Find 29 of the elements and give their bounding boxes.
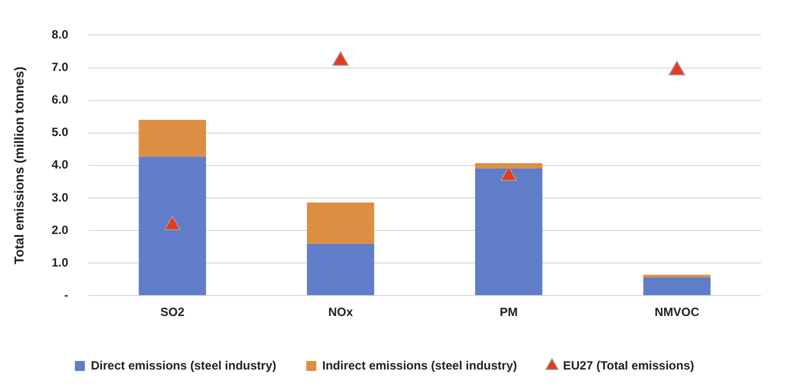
x-tick-label: PM (500, 305, 518, 320)
point (668, 60, 686, 76)
bar (475, 168, 542, 296)
y-tick-label: 5.0 (52, 125, 69, 140)
y-tick-label: 8.0 (52, 28, 69, 42)
x-tick-label: NMVOC (654, 305, 700, 320)
bar (306, 202, 374, 244)
legend-label: EU27 (Total emissions) (562, 358, 694, 372)
y-tick-label: 2.0 (52, 222, 69, 237)
bar (138, 156, 206, 296)
point (500, 166, 518, 181)
y-tick-label: - (64, 288, 68, 302)
y-tick-label: 4.0 (52, 158, 69, 172)
legend-label: Indirect emissions (steel industry) (322, 358, 517, 372)
bar (138, 120, 206, 157)
y-tick-label: 1.0 (52, 255, 69, 270)
y-tick-label: 6.0 (52, 92, 69, 107)
y-tick-label: 7.0 (52, 60, 69, 74)
legend-label: Direct emissions (steel industry) (90, 358, 276, 372)
x-tick-label: SO2 (160, 305, 185, 320)
bar (306, 244, 374, 296)
point (164, 216, 181, 230)
x-tick-label: NOx (328, 305, 354, 320)
y-axis-title: Total emissions (million tonnes) (11, 66, 26, 264)
bar (643, 277, 711, 296)
point (332, 51, 349, 66)
bar (643, 274, 711, 278)
bar (475, 163, 542, 168)
y-tick-label: 3.0 (52, 190, 69, 204)
